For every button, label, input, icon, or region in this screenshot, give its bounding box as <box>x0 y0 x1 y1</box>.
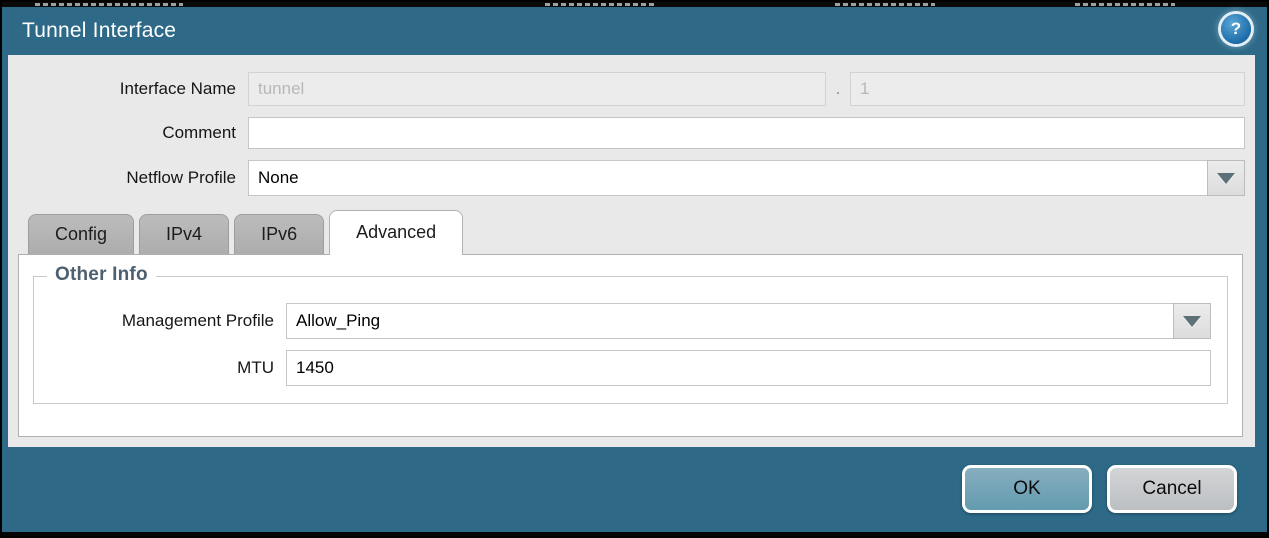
comment-input[interactable] <box>248 117 1245 149</box>
subinterface-separator: . <box>835 79 841 98</box>
interface-name-label: Interface Name <box>119 79 236 98</box>
mtu-input[interactable] <box>286 350 1211 386</box>
management-profile-row: Management Profile <box>34 303 1227 339</box>
netflow-profile-row: Netflow Profile <box>8 160 1255 196</box>
netflow-profile-label: Netflow Profile <box>126 168 236 187</box>
dialog-footer: OK Cancel <box>2 447 1267 530</box>
tab-bar: Config IPv4 IPv6 Advanced <box>28 210 1255 255</box>
bottom-border <box>2 532 1267 536</box>
background-page-clipped-text <box>2 2 1267 7</box>
netflow-profile-select <box>248 160 1245 196</box>
other-info-group-title: Other Info <box>47 264 156 286</box>
comment-label: Comment <box>162 123 236 142</box>
comment-row: Comment <box>8 117 1255 149</box>
interface-name-row: Interface Name . <box>8 72 1255 106</box>
dialog-titlebar: Tunnel Interface ? <box>2 7 1267 55</box>
interface-unit-input <box>850 72 1245 106</box>
tab-advanced[interactable]: Advanced <box>329 210 464 255</box>
management-profile-label: Management Profile <box>121 311 274 330</box>
management-profile-dropdown-button[interactable] <box>1173 303 1211 339</box>
tab-config[interactable]: Config <box>28 214 135 254</box>
clipped-text-fragment <box>35 3 183 6</box>
management-profile-input[interactable] <box>286 303 1173 339</box>
advanced-tab-panel: Other Info Management Profile MTU <box>18 254 1243 437</box>
tab-ipv6[interactable]: IPv6 <box>234 214 325 254</box>
netflow-profile-input[interactable] <box>248 160 1207 196</box>
chevron-down-icon <box>1183 315 1201 327</box>
tab-ipv4[interactable]: IPv4 <box>139 214 230 254</box>
chevron-down-icon <box>1217 172 1235 184</box>
interface-name-input <box>248 72 826 106</box>
other-info-group: Other Info Management Profile MTU <box>33 264 1228 404</box>
clipped-text-fragment <box>835 3 935 6</box>
clipped-text-fragment <box>1075 3 1175 6</box>
dialog-title: Tunnel Interface <box>22 19 177 42</box>
dialog-body: Interface Name . Comment Netflow Profile… <box>8 55 1255 447</box>
ok-button[interactable]: OK <box>962 464 1092 513</box>
help-icon[interactable]: ? <box>1221 14 1251 44</box>
mtu-label: MTU <box>237 358 274 377</box>
mtu-row: MTU <box>34 350 1227 386</box>
cancel-button[interactable]: Cancel <box>1107 464 1237 513</box>
clipped-text-fragment <box>545 3 655 6</box>
netflow-profile-dropdown-button[interactable] <box>1207 160 1245 196</box>
management-profile-select <box>286 303 1211 339</box>
